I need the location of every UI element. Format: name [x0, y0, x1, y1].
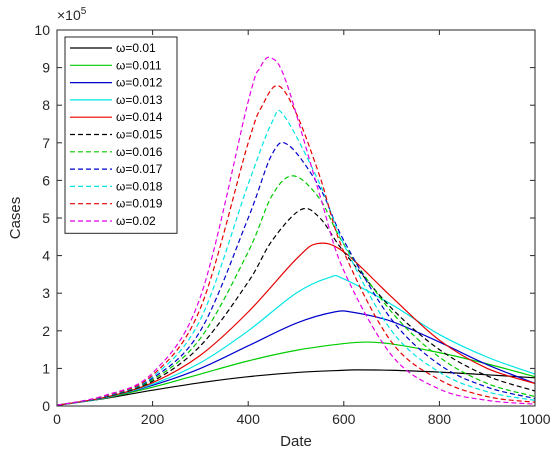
- y-exponent-power: 5: [81, 6, 87, 17]
- series-line-4: [56, 274, 536, 406]
- x-tick-label: 1000: [519, 411, 550, 427]
- series-layer: [56, 56, 536, 406]
- y-tick-label: 4: [42, 248, 50, 264]
- series-line-10: [56, 85, 536, 406]
- legend-label: ω=0.018: [116, 179, 163, 193]
- legend-label: ω=0.01: [116, 41, 156, 55]
- y-exponent-base: ×10: [57, 7, 81, 23]
- y-tick-label: 1: [42, 360, 50, 376]
- y-tick-label: 2: [42, 323, 50, 339]
- legend-label: ω=0.014: [116, 110, 163, 124]
- y-tick-label: 9: [42, 60, 50, 76]
- x-tick-label: 200: [141, 411, 165, 427]
- legend: ω=0.01 ω=0.011 ω=0.012 ω=0.013 ω=0.014 ω=0.01…: [64, 36, 178, 234]
- legend-label: ω=0.011: [116, 58, 162, 72]
- legend-label: ω=0.02: [116, 214, 156, 228]
- series-line-1: [56, 369, 536, 406]
- series-line-3: [56, 310, 536, 406]
- legend-box: [64, 36, 178, 234]
- legend-label: ω=0.015: [116, 128, 163, 142]
- series-line-7: [56, 175, 536, 406]
- y-tick-label: 3: [42, 285, 50, 301]
- y-tick-label: 8: [42, 97, 50, 113]
- series-line-5: [56, 242, 536, 406]
- y-tick-label: 10: [34, 22, 50, 38]
- y-tick-label: 0: [42, 398, 50, 414]
- series-line-6: [56, 207, 536, 406]
- x-tick-label: 800: [428, 411, 452, 427]
- y-axis-exponent: ×105: [57, 6, 87, 23]
- x-tick-label: 0: [53, 411, 61, 427]
- x-tick-label: 600: [332, 411, 356, 427]
- series-line-9: [56, 109, 536, 406]
- x-axis-label: Date: [280, 433, 312, 450]
- y-tick-label: 5: [42, 210, 50, 226]
- y-tick-label: 6: [42, 172, 50, 188]
- legend-label: ω=0.017: [116, 162, 163, 176]
- x-tick-label: 400: [237, 411, 261, 427]
- series-line-8: [56, 141, 536, 406]
- legend-label: ω=0.013: [116, 93, 163, 107]
- series-line-11: [56, 56, 536, 406]
- legend-label: ω=0.012: [116, 76, 163, 90]
- y-axis-label: Cases: [7, 197, 24, 240]
- series-line-2: [56, 341, 536, 406]
- tick-layer: 0 200 400 600 800 1000 0 1 2 3 4 5 6 7 8 9 10: [34, 22, 550, 427]
- legend-label: ω=0.019: [116, 197, 163, 211]
- legend-label: ω=0.016: [116, 145, 163, 159]
- y-tick-label: 7: [42, 135, 50, 151]
